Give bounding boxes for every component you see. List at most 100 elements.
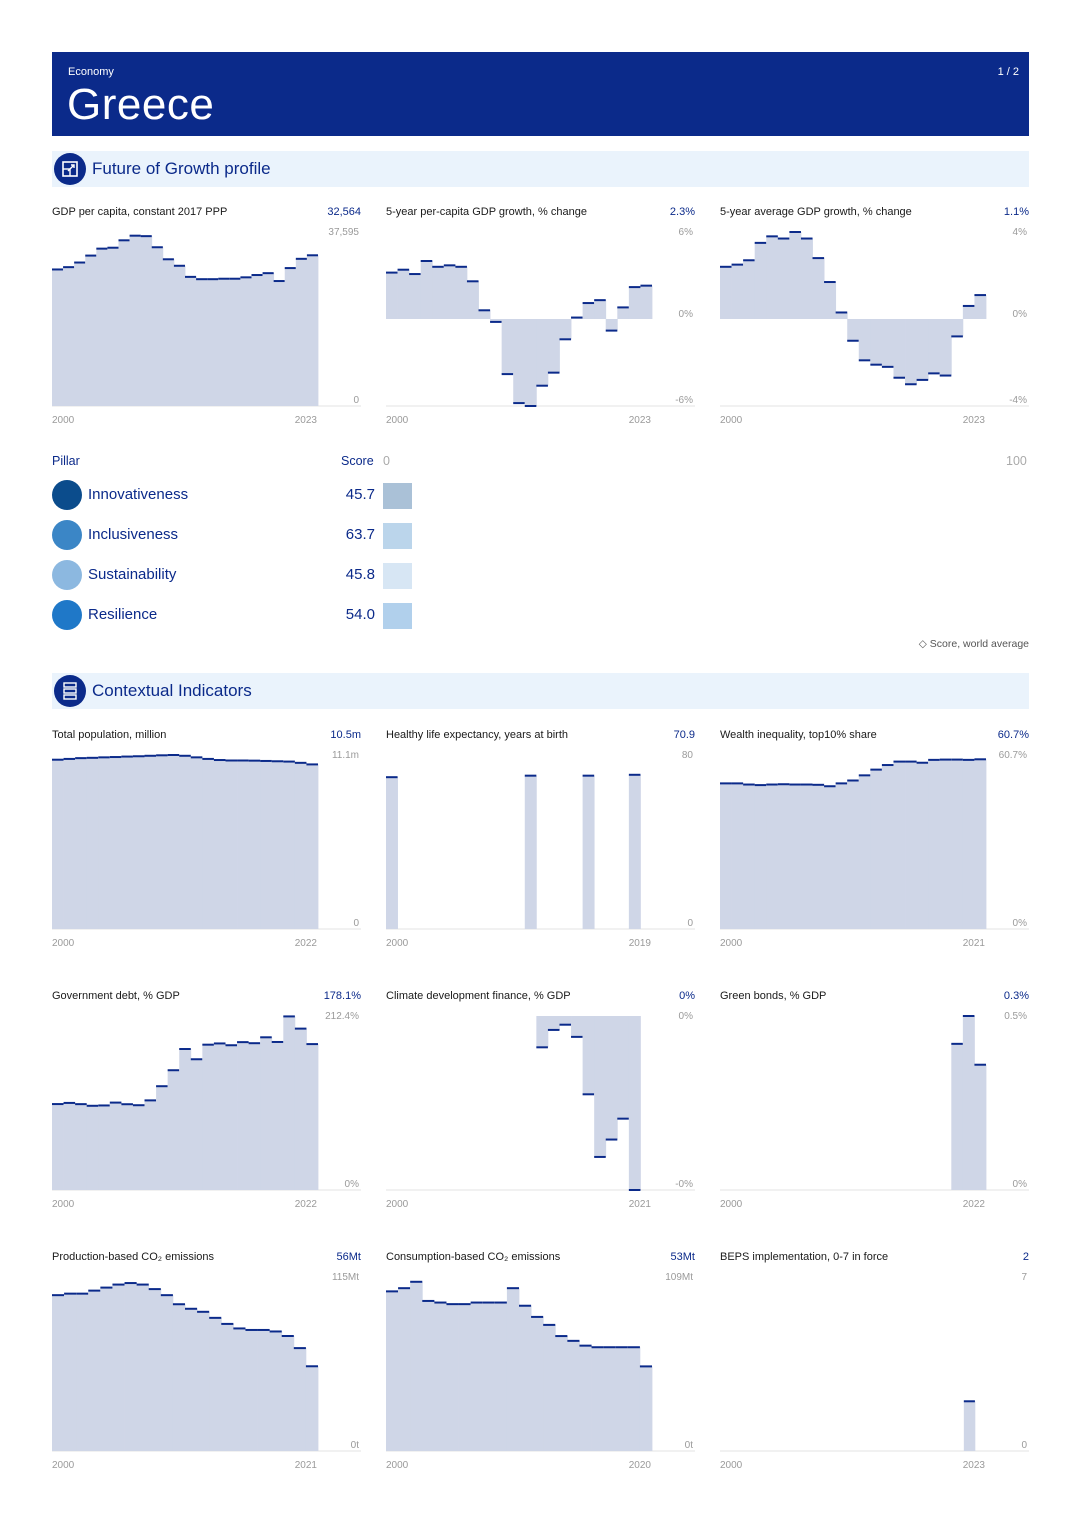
data-bar [121,1104,134,1190]
data-bar [847,780,860,929]
pillar-row: Resilience 54.0 [52,599,1029,631]
data-bar [559,319,572,340]
data-bar [262,273,275,406]
x-end-label: 2023 [963,1460,986,1471]
data-bar [151,247,164,406]
y-max-label: 11.1m [332,750,359,761]
data-bar [579,1345,592,1451]
data-bar [847,319,860,341]
chart-latest-value: 53Mt [670,1251,695,1263]
chart-title: Climate development finance, % GDP [386,990,571,1002]
data-bar [928,319,941,374]
y-max-label: 4% [1013,227,1028,238]
data-bar [218,278,230,406]
data-bar [571,1016,584,1037]
data-bar [221,1323,234,1451]
data-bar [225,760,238,929]
data-bar [536,319,549,386]
y-min-label: -6% [675,395,693,406]
pillar-score: 63.7 [345,526,375,543]
data-bar [86,1105,99,1190]
chart-title: 5-year average GDP growth, % change [720,206,912,218]
chart-latest-value: 2.3% [669,206,695,218]
y-zero-label: 0t [351,1440,360,1451]
x-start-label: 2000 [386,415,409,426]
x-start-label: 2000 [52,938,75,949]
data-bar [172,1304,186,1451]
data-bar [939,319,952,376]
data-bar [52,1295,65,1451]
data-bar [974,759,987,929]
data-bar [240,277,252,406]
data-bar [835,312,848,319]
y-zero-label: 0 [353,395,359,406]
x-end-label: 2023 [963,415,986,426]
data-bar [594,1016,607,1157]
data-bar [470,1302,484,1451]
section-growth-profile: Future of Growth profile [52,151,1029,187]
data-bar [870,319,883,365]
data-bar [409,274,422,319]
x-end-label: 2023 [295,415,318,426]
scale-min-label: 0 [383,454,390,468]
data-bar [207,279,219,406]
page-indicator: 1 / 2 [997,66,1019,78]
data-bar [628,774,641,929]
data-bar [628,1016,641,1190]
data-bar [144,755,157,929]
pillar-score: 45.7 [345,486,375,503]
data-bar [939,759,952,929]
pillar-score: 54.0 [345,606,375,623]
data-bar [743,784,756,929]
data-bar [591,1347,605,1451]
data-bar [627,1347,641,1451]
y-zero-label: 0% [679,309,694,320]
chart-title: Production-based CO₂ emissions [52,1251,215,1263]
x-end-label: 2023 [629,415,652,426]
data-bar [148,1289,162,1451]
score-bar [383,563,412,589]
data-bar [458,1304,472,1451]
data-bar [100,1287,113,1451]
data-bar [190,757,203,929]
chart-latest-value: 10.5m [330,729,361,741]
pillar-bar [382,479,1029,511]
data-bar [494,1302,508,1451]
data-bar [185,1308,198,1451]
chart-latest-value: 2 [1022,1251,1029,1263]
data-bar [555,1336,568,1451]
data-bar [962,305,975,319]
pillar-name: Innovativeness [88,486,189,503]
data-bar [482,1302,496,1451]
data-bar [283,1016,296,1190]
chart-plot: 80 0 2000 2019 [386,750,695,949]
chart-latest-value: 60.7% [997,729,1029,741]
data-bar [524,775,537,929]
data-bar [893,761,906,929]
data-bar [603,1347,617,1451]
data-bar [271,1041,284,1190]
data-bar [269,1331,283,1451]
data-bar [928,759,941,929]
chart-plot: 212.4% 0% 2000 2022 [52,1011,361,1210]
data-bar [639,1366,653,1451]
x-start-label: 2000 [386,938,409,949]
data-bar [963,1401,976,1451]
data-bar [386,777,398,929]
section-title: Future of Growth profile [92,159,271,178]
data-bar [605,1016,618,1140]
chart-title: Consumption-based CO₂ emissions [386,1251,561,1263]
data-bar [754,242,767,319]
y-max-label: 115Mt [332,1272,359,1283]
data-bar [245,1329,258,1451]
data-bar [893,319,906,378]
data-bar [98,1105,111,1190]
chart-title: Government debt, % GDP [52,990,180,1002]
resilience-arrow-icon [52,600,412,630]
data-bar [273,281,286,406]
data-bar [519,1305,532,1451]
growth-profile-icon [54,153,86,185]
data-bar [905,761,918,929]
data-bar [615,1347,629,1451]
data-bar [974,1064,987,1190]
